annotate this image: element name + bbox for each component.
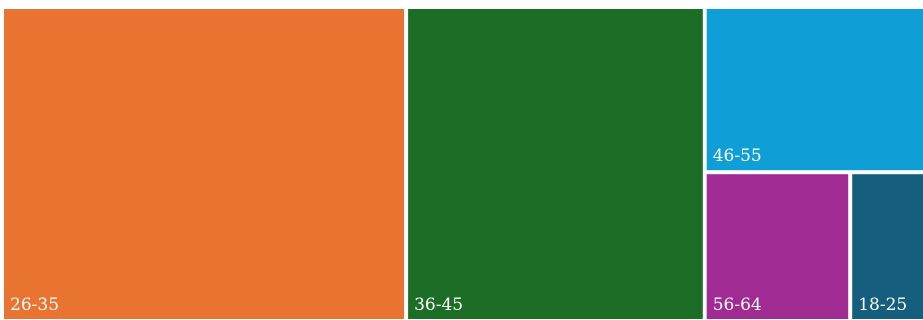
tile-56-64-rect	[706, 174, 849, 319]
tile-36-45-rect	[408, 9, 703, 319]
tile-46-55-rect	[706, 9, 923, 171]
tile-26-35-label: 26-35	[10, 295, 59, 315]
tile-56-64-label: 56-64	[713, 295, 762, 315]
tile-18-25: 18-25	[852, 174, 923, 319]
tile-36-45: 36-45	[408, 9, 703, 319]
tile-46-55-label: 46-55	[713, 146, 762, 166]
tile-46-55: 46-55	[706, 9, 923, 171]
tile-26-35: 26-35	[4, 9, 405, 319]
tile-56-64: 56-64	[706, 174, 849, 319]
tile-36-45-label: 36-45	[414, 295, 463, 315]
tile-18-25-rect	[852, 174, 923, 319]
tile-18-25-label: 18-25	[858, 295, 907, 315]
tile-26-35-rect	[4, 9, 405, 319]
